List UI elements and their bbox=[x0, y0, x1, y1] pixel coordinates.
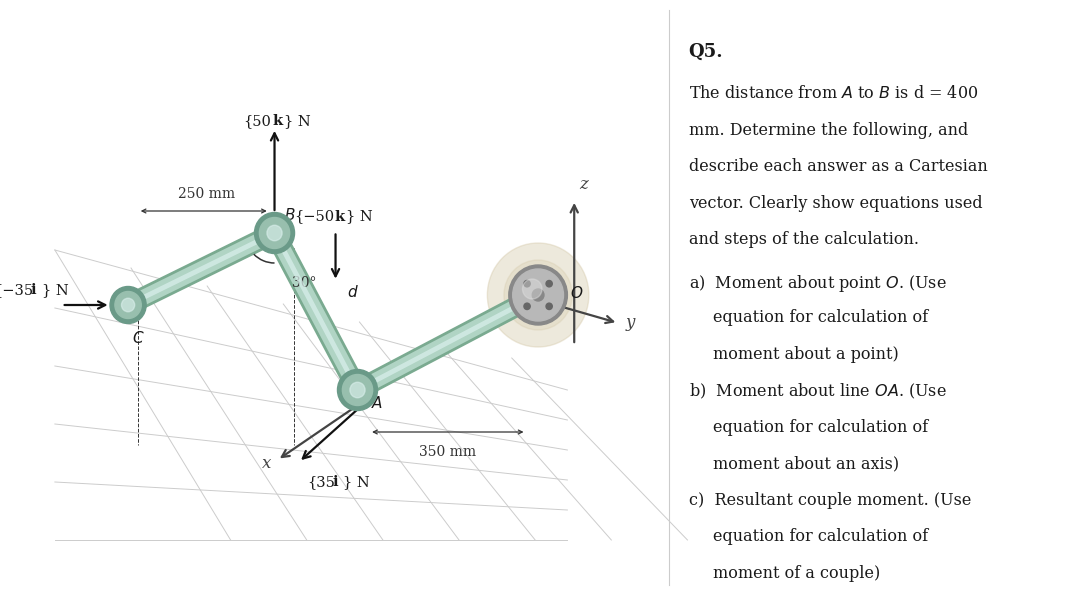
Circle shape bbox=[532, 289, 544, 301]
Circle shape bbox=[546, 280, 553, 287]
Text: $\mathit{d}$: $\mathit{d}$ bbox=[347, 283, 359, 299]
Text: } N: } N bbox=[42, 283, 69, 297]
Circle shape bbox=[110, 287, 146, 324]
Text: moment about an axis): moment about an axis) bbox=[713, 455, 899, 472]
Circle shape bbox=[122, 298, 135, 312]
Circle shape bbox=[337, 369, 378, 411]
Circle shape bbox=[488, 243, 589, 347]
Text: b)  Moment about line $\mathit{OA}$. (Use: b) Moment about line $\mathit{OA}$. (Use bbox=[688, 382, 947, 401]
Text: {35: {35 bbox=[307, 475, 335, 489]
Text: vector. Clearly show equations used: vector. Clearly show equations used bbox=[688, 195, 982, 211]
Circle shape bbox=[522, 279, 542, 299]
Text: Q5.: Q5. bbox=[688, 43, 723, 61]
Circle shape bbox=[523, 280, 530, 287]
Text: i: i bbox=[30, 283, 37, 297]
Text: equation for calculation of: equation for calculation of bbox=[713, 418, 928, 436]
Circle shape bbox=[508, 265, 568, 325]
Text: } N: } N bbox=[347, 209, 373, 224]
Text: {−50: {−50 bbox=[294, 209, 335, 224]
Text: The distance from $\mathit{A}$ to $\mathit{B}$ is d = 400: The distance from $\mathit{A}$ to $\math… bbox=[688, 85, 978, 102]
Text: k: k bbox=[272, 114, 282, 128]
Circle shape bbox=[115, 292, 141, 318]
Circle shape bbox=[546, 303, 553, 309]
Text: and steps of the calculation.: and steps of the calculation. bbox=[688, 231, 919, 248]
Text: equation for calculation of: equation for calculation of bbox=[713, 309, 928, 326]
Text: $\mathit{B}$: $\mathit{B}$ bbox=[284, 207, 296, 223]
Circle shape bbox=[513, 269, 563, 321]
Circle shape bbox=[350, 382, 365, 397]
Circle shape bbox=[260, 218, 290, 249]
Circle shape bbox=[504, 260, 572, 330]
Text: describe each answer as a Cartesian: describe each answer as a Cartesian bbox=[688, 158, 988, 175]
Text: moment of a couple): moment of a couple) bbox=[713, 565, 880, 581]
Circle shape bbox=[254, 212, 294, 253]
Text: k: k bbox=[335, 209, 345, 224]
Text: a)  Moment about point $\mathit{O}$. (Use: a) Moment about point $\mathit{O}$. (Use bbox=[688, 273, 947, 293]
Text: $\mathit{C}$: $\mathit{C}$ bbox=[132, 330, 144, 346]
Text: $\mathit{O}$: $\mathit{O}$ bbox=[571, 285, 584, 301]
Text: } N: } N bbox=[284, 114, 311, 128]
Text: y: y bbox=[626, 314, 635, 331]
Text: mm. Determine the following, and: mm. Determine the following, and bbox=[688, 121, 968, 139]
Text: equation for calculation of: equation for calculation of bbox=[713, 528, 928, 545]
Text: 250 mm: 250 mm bbox=[178, 187, 235, 201]
Text: z: z bbox=[579, 176, 588, 193]
Text: $\mathit{A}$: $\mathit{A}$ bbox=[372, 395, 383, 411]
Circle shape bbox=[342, 374, 373, 406]
Text: {−35: {−35 bbox=[0, 283, 33, 297]
Circle shape bbox=[267, 226, 282, 241]
Text: {50: {50 bbox=[243, 114, 271, 128]
Text: 350 mm: 350 mm bbox=[419, 445, 476, 459]
Text: 30°: 30° bbox=[292, 276, 317, 290]
Text: x: x bbox=[262, 455, 271, 472]
Text: c)  Resultant couple moment. (Use: c) Resultant couple moment. (Use bbox=[688, 491, 971, 509]
Circle shape bbox=[523, 303, 530, 309]
Text: } N: } N bbox=[342, 475, 369, 489]
Text: i: i bbox=[332, 475, 338, 489]
Text: moment about a point): moment about a point) bbox=[713, 346, 898, 362]
